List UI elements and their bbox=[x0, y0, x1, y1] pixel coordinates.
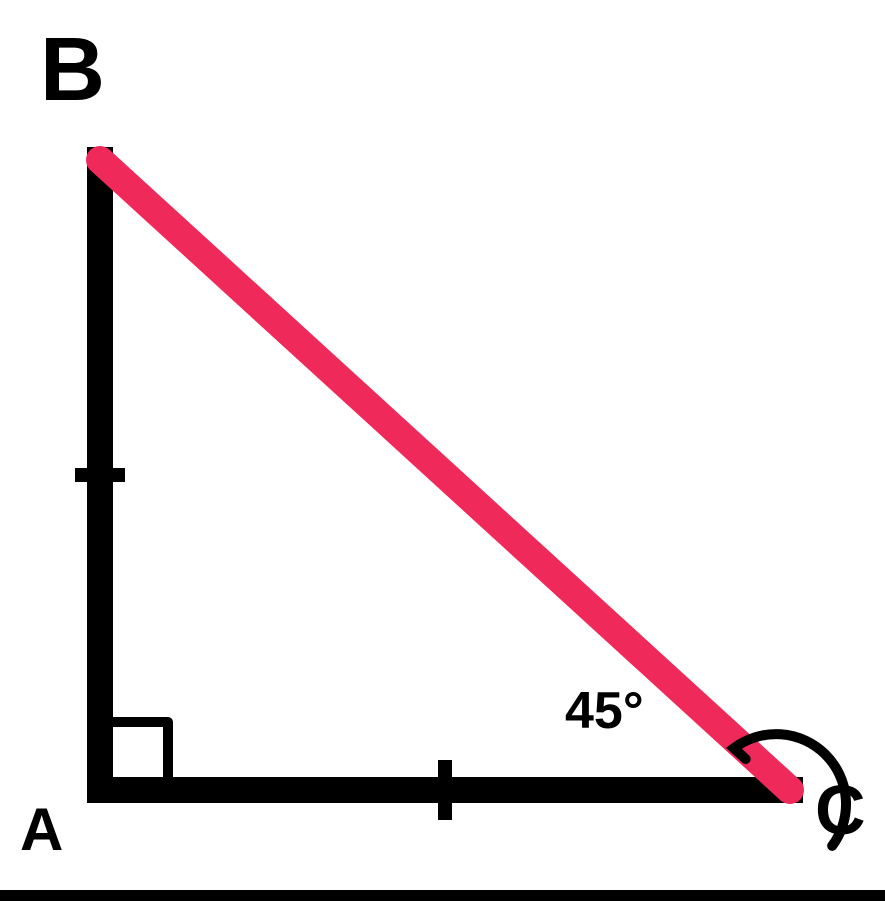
right-angle-marker bbox=[113, 722, 168, 777]
triangle-svg bbox=[0, 0, 885, 901]
diagram-canvas: B A C 45° bbox=[0, 0, 885, 901]
bottom-border bbox=[0, 890, 885, 901]
angle-c-label: 45° bbox=[565, 685, 644, 737]
side-bc-hypotenuse bbox=[100, 160, 790, 790]
vertex-label-b: B bbox=[40, 25, 105, 115]
vertex-label-c: C bbox=[815, 775, 866, 845]
vertex-label-a: A bbox=[20, 800, 63, 860]
